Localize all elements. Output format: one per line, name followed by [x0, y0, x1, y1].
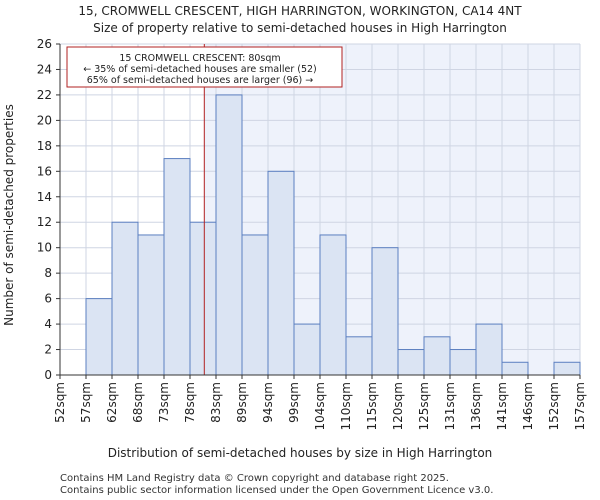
y-axis-label: Number of semi-detached properties: [2, 104, 16, 326]
bar-152sqm: [553, 361, 581, 376]
x-tick-label: 104sqm: [313, 382, 327, 430]
x-tick-label: 68sqm: [131, 382, 145, 423]
y-tick-label: 10: [37, 241, 52, 255]
annotation-box: 15 CROMWELL CRESCENT: 80sqm ← 35% of sem…: [66, 46, 343, 88]
bar-125sqm: [423, 336, 451, 376]
x-tick-label: 136sqm: [469, 382, 483, 430]
x-tick-label: 125sqm: [417, 382, 431, 430]
x-axis: 52sqm 57sqm 62sqm 68sqm 73sqm 78sqm 83sqm 89sqm…: [53, 374, 587, 430]
x-tick-label: 110sqm: [339, 382, 353, 430]
x-axis-label: Distribution of semi-detached houses by …: [108, 446, 493, 460]
x-tick-label: 73sqm: [157, 382, 171, 423]
chart-title: 15, CROMWELL CRESCENT, HIGH HARRINGTON, …: [78, 4, 522, 18]
y-tick-label: 2: [44, 343, 52, 357]
bar-94sqm: [267, 170, 295, 376]
annotation-line-1: 15 CROMWELL CRESCENT: 80sqm: [119, 53, 280, 64]
y-tick-label: 24: [37, 62, 52, 76]
chart-subtitle: Size of property relative to semi-detach…: [93, 21, 507, 35]
y-tick-label: 18: [37, 139, 52, 153]
x-tick-label: 57sqm: [79, 382, 93, 423]
x-tick-label: 62sqm: [105, 382, 119, 423]
y-tick-label: 20: [37, 113, 52, 127]
x-tick-label: 141sqm: [495, 382, 509, 430]
bar-110sqm: [345, 336, 373, 376]
bar-62sqm: [111, 221, 139, 376]
y-tick-label: 8: [44, 266, 52, 280]
bar-57sqm: [85, 298, 113, 376]
bar-83sqm: [215, 94, 243, 376]
x-tick-label: 83sqm: [209, 382, 223, 423]
x-tick-label: 78sqm: [183, 382, 197, 423]
y-tick-label: 16: [37, 164, 52, 178]
bar-68sqm: [137, 234, 165, 376]
x-tick-label: 99sqm: [287, 382, 301, 423]
y-tick-label: 0: [44, 368, 52, 382]
bar-73sqm: [163, 158, 191, 376]
y-tick-label: 14: [37, 190, 52, 204]
bar-115sqm: [371, 247, 399, 376]
x-tick-label: 52sqm: [53, 382, 67, 423]
bar-78sqm: [189, 221, 217, 376]
y-tick-label: 6: [44, 292, 52, 306]
y-tick-label: 4: [44, 317, 52, 331]
y-tick-label: 26: [37, 37, 52, 51]
bar-131sqm: [449, 349, 477, 376]
x-tick-label: 131sqm: [443, 382, 457, 430]
bars: [85, 94, 581, 376]
x-tick-label: 115sqm: [365, 382, 379, 430]
bar-104sqm: [319, 234, 347, 376]
x-tick-label: 94sqm: [261, 382, 275, 423]
bar-89sqm: [241, 234, 269, 376]
bar-141sqm: [501, 361, 529, 376]
bar-99sqm: [293, 323, 321, 376]
x-tick-label: 120sqm: [391, 382, 405, 430]
annotation-line-2: ← 35% of semi-detached houses are smalle…: [83, 64, 317, 75]
bar-136sqm: [475, 323, 503, 376]
x-tick-label: 146sqm: [521, 382, 535, 430]
x-tick-label: 157sqm: [573, 382, 587, 430]
annotation-line-3: 65% of semi-detached houses are larger (…: [87, 75, 314, 86]
bar-120sqm: [397, 349, 425, 376]
y-tick-label: 12: [37, 215, 52, 229]
x-tick-label: 152sqm: [547, 382, 561, 430]
x-tick-label: 89sqm: [235, 382, 249, 423]
footer-line-1: Contains HM Land Registry data © Crown c…: [60, 473, 449, 484]
annotation-border: [66, 46, 343, 88]
y-tick-label: 22: [37, 88, 52, 102]
footer-line-2: Contains public sector information licen…: [60, 485, 494, 496]
